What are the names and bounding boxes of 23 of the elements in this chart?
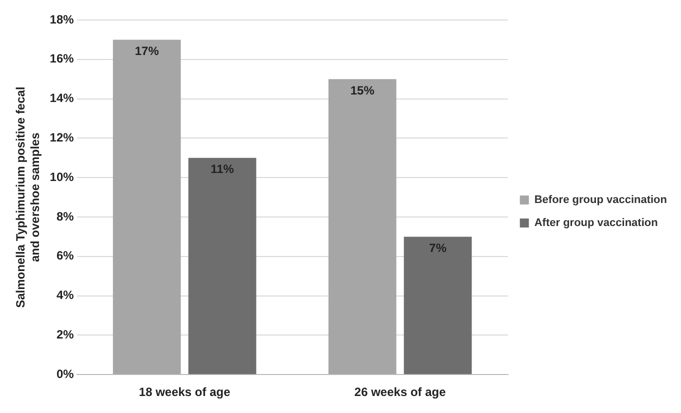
- y-tick-label: 0%: [56, 366, 74, 381]
- data-label: 7%: [429, 241, 447, 256]
- y-tick-label: 6%: [56, 248, 74, 263]
- y-tick-label: 2%: [56, 328, 74, 342]
- y-tick-label: 8%: [56, 209, 74, 224]
- data-label: 11%: [210, 162, 234, 176]
- y-tick-label: 18%: [50, 12, 74, 26]
- legend-label: After group vaccination: [534, 217, 658, 230]
- x-tick-label: 18 weeks of age: [138, 385, 231, 400]
- legend-label: Before group vaccination: [534, 194, 668, 206]
- x-tick-label: 26 weeks of age: [354, 385, 446, 400]
- y-tick-label: 4%: [56, 288, 74, 302]
- data-label: 15%: [350, 83, 375, 98]
- bar: [404, 236, 472, 374]
- y-tick-label: 10%: [50, 170, 74, 184]
- bar: [188, 158, 256, 374]
- data-label: 17%: [134, 44, 160, 58]
- bar: [112, 40, 181, 374]
- y-tick-label: 16%: [50, 52, 74, 66]
- y-tick-label: 12%: [50, 130, 74, 145]
- y-tick-label: 14%: [50, 91, 74, 106]
- bar: [328, 79, 396, 374]
- y-axis-title: Salmonella Typhimurium positive fecal and overshoe samples: [14, 86, 42, 308]
